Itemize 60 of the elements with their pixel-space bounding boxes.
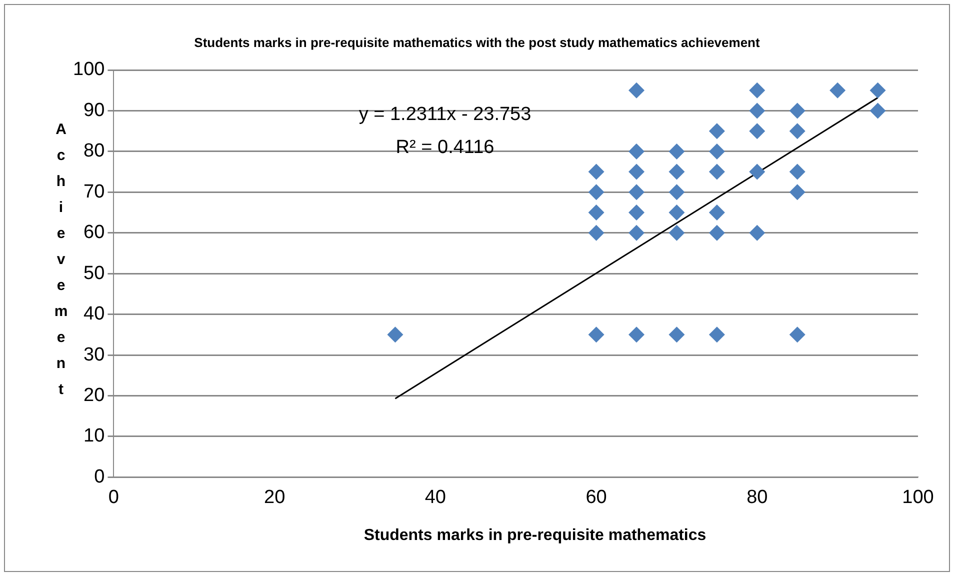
point xyxy=(387,326,404,343)
point xyxy=(749,102,766,119)
x-tick-label: 60 xyxy=(586,486,607,508)
y-tick-label: 90 xyxy=(84,100,105,121)
annotation: y = 1.2311x - 23.753 xyxy=(358,104,532,125)
y-tick-label: 60 xyxy=(84,222,105,244)
x-tick-label: 0 xyxy=(108,486,119,508)
point xyxy=(789,102,806,119)
point xyxy=(628,143,644,160)
point xyxy=(749,224,766,241)
point xyxy=(708,204,725,221)
point xyxy=(628,164,644,180)
point xyxy=(668,143,685,160)
x-tick-label: 40 xyxy=(424,486,446,508)
point xyxy=(870,82,886,98)
text: Achievement xyxy=(54,121,68,398)
point xyxy=(668,164,685,180)
point xyxy=(588,326,604,343)
point xyxy=(588,184,604,200)
point xyxy=(708,326,725,343)
point xyxy=(708,123,725,140)
y-tick-label: 0 xyxy=(94,466,105,488)
point xyxy=(789,326,806,343)
point xyxy=(749,123,766,140)
point xyxy=(628,82,644,98)
point xyxy=(668,204,685,221)
x-tick-label: 80 xyxy=(746,486,768,508)
y-tick-label: 80 xyxy=(84,140,105,162)
point xyxy=(588,224,604,241)
y-tick-label: 40 xyxy=(84,304,105,325)
point xyxy=(749,82,766,98)
point xyxy=(789,184,806,200)
y-tick-label: 100 xyxy=(73,59,105,80)
point xyxy=(708,164,725,180)
x-tick-label: 100 xyxy=(902,486,934,508)
y-tick-label: 50 xyxy=(84,262,105,284)
y-tick-label: 10 xyxy=(84,426,105,447)
y-tick-label: 30 xyxy=(84,344,105,366)
point xyxy=(588,204,604,221)
point xyxy=(668,326,685,343)
y-tick-label: 20 xyxy=(84,384,105,406)
point xyxy=(789,164,806,180)
point xyxy=(870,102,886,119)
point xyxy=(588,164,604,180)
point xyxy=(628,184,644,200)
point xyxy=(749,164,766,180)
annotation: R² = 0.4116 xyxy=(396,137,494,158)
point xyxy=(830,82,846,98)
chart-title: Students marks in pre-requisite mathematics with the post study mathematics achievement xyxy=(193,35,761,50)
point xyxy=(628,224,644,241)
point xyxy=(789,123,806,140)
point xyxy=(708,224,725,241)
point xyxy=(628,204,644,221)
point xyxy=(668,224,685,241)
point xyxy=(668,184,685,200)
x-tick-label: 20 xyxy=(264,486,286,508)
x-axis-title: Students marks in pre-requisite mathematics xyxy=(362,527,708,545)
point xyxy=(708,143,725,160)
point xyxy=(628,326,644,343)
y-tick-label: 70 xyxy=(84,181,105,202)
